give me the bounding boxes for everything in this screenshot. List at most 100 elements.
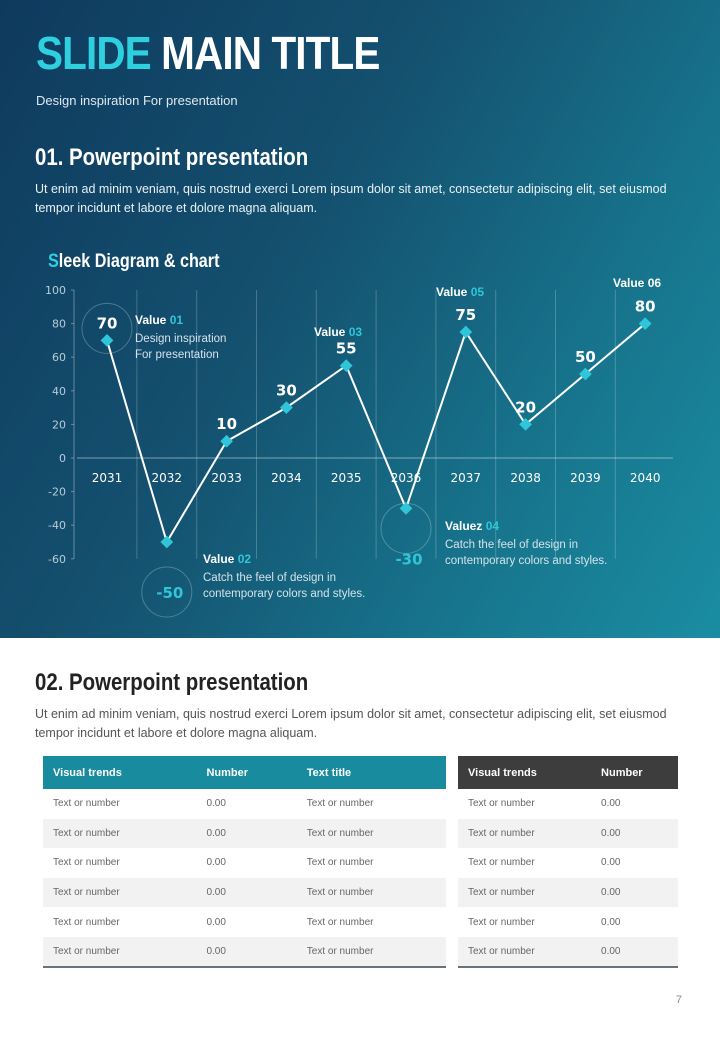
table-cell: 0.00 [206,857,226,869]
series-line [106,322,646,545]
table-cell: Text or number [306,857,374,869]
data-label: 20 [515,398,536,416]
annotation-value-04: Valuez 04 Catch the feel of design in cont… [445,519,608,567]
table-cell: 0.00 [591,936,678,967]
table-cell: Text or number [43,877,197,908]
table-cell: Text or number [43,936,197,967]
table-cell: Text or number [468,857,535,869]
hero-background [0,0,720,638]
x-tick-label: 2035 [331,471,362,485]
table-row: Text or number 0.00 Text or number [43,877,446,908]
table-row: Text or number 0.00 Text or number [43,936,446,967]
slide-subtitle: Design inspiration For presentation [36,93,238,108]
data-label: 10 [216,415,237,433]
table-cell: 0.00 [196,818,297,849]
y-tick-label: 80 [52,318,66,331]
table-header-cell: Visual trends [43,756,197,789]
table-cell: 0.00 [206,798,226,810]
table-row: Text or number 0.00 Text or number [43,848,446,878]
x-tick-label: 2031 [92,471,123,485]
data-label: 75 [455,306,476,324]
table-cell: Text or number [468,916,535,928]
table-row: Text or number 0.00 [458,877,678,908]
y-tick-label: 40 [52,385,66,398]
x-tick-label: 2032 [152,471,183,485]
table-cell: Text or number [296,936,446,967]
table-cell: Text or number [458,936,592,967]
section2-heading: 02. Powerpoint presentation [35,669,309,696]
section1-heading: 01. Powerpoint presentation [35,144,309,171]
chart-title: Sleek Diagram & chart [48,251,220,272]
y-tick-label: -40 [48,519,66,532]
y-tick-label: -20 [48,486,66,499]
y-tick-label: 60 [52,351,66,364]
table-header-cell: Number [196,756,297,789]
data-label: 55 [336,340,357,358]
data-label: 50 [575,348,596,366]
data-label: -50 [156,584,183,602]
table-row: Text or number 0.00 [458,818,678,849]
table-cell: Text or number [306,798,374,810]
page-number: 7 [675,994,682,1006]
annotation-value-03: Value 03 [314,325,363,339]
table-cell: 0.00 [196,877,297,908]
annotation-value-06: Value 06 [613,276,662,290]
table-row: Text or number 0.00 Text or number [43,818,446,849]
table-cell: Text or number [296,877,446,908]
table-header-cell: Text title [296,756,446,789]
x-tick-label: 2036 [391,471,422,485]
data-label: 70 [97,314,118,332]
table-header-cell: Visual trends [458,756,592,789]
section1-body: Ut enim ad minim veniam, quis nostrud ex… [35,182,667,215]
highlight-circle [81,302,133,354]
x-tick-label: 2040 [630,471,661,485]
table-cell: Text or number [43,818,197,849]
section2-body: Ut enim ad minim veniam, quis nostrud ex… [35,707,667,740]
table-cell: Text or number [53,857,120,869]
table-cell: 0.00 [601,857,621,869]
table-cell: 0.00 [591,877,678,908]
slide-title: SLIDE MAIN TITLE [36,27,380,79]
annotation-value-05: Value 05 [436,285,485,299]
data-point-marker [160,535,174,549]
table-row: Text or number 0.00 Text or number [43,907,446,937]
table-row: Text or number 0.00 [458,907,678,937]
table-cell: Text or number [458,818,592,849]
table-cell: 0.00 [601,916,621,928]
y-tick-label: 20 [52,418,66,431]
data-point-marker [220,434,233,448]
data-point-marker [100,334,114,347]
table-row: Text or number 0.00 [458,936,678,967]
table-cell: Text or number [306,916,374,928]
x-tick-label: 2033 [211,471,242,485]
table-visual-trends-teal: Visual trends Number Text title Text or num… [43,756,446,968]
annotation-value-01: Value 01 Design inspiration For presentati… [135,313,227,361]
table-cell: Text or number [53,916,120,928]
data-point-marker [459,325,473,339]
table-cell: Text or number [53,798,120,810]
data-point-marker [399,502,413,515]
table-row: Text or number 0.00 Text or number [43,789,446,819]
table-row: Text or number 0.00 [458,789,678,819]
y-tick-label: -60 [48,553,66,566]
table-cell: 0.00 [196,936,297,967]
data-label: -30 [395,550,422,568]
data-label: 30 [276,382,297,400]
table-cell: 0.00 [591,818,678,849]
y-tick-label: 0 [59,452,66,465]
x-tick-label: 2037 [451,471,482,485]
table-visual-trends-dark: Visual trends Number Text or number 0.00 Tex… [458,756,678,968]
highlight-circle [141,566,193,618]
x-tick-label: 2039 [570,471,601,485]
data-point-marker [339,359,353,372]
table-row: Text or number 0.00 [458,848,678,878]
x-tick-label: 2038 [510,471,541,485]
table-cell: 0.00 [601,798,621,810]
table-header-cell: Number [591,756,678,789]
y-tick-label: 100 [45,284,66,297]
table-cell: Text or number [296,818,446,849]
data-label: 80 [635,298,656,316]
table-cell: 0.00 [206,916,226,928]
table-cell: Text or number [458,877,592,908]
x-tick-label: 2034 [271,471,302,485]
